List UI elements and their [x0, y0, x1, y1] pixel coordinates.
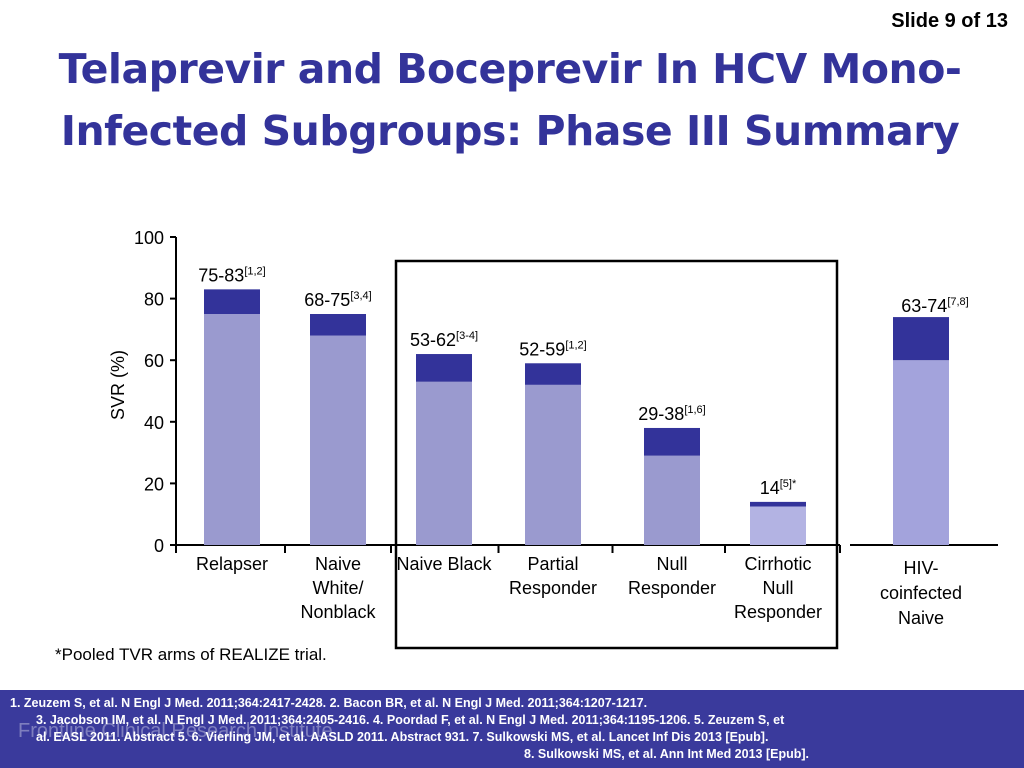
- svr-bar-chart: 0 20 40 60 80 100 SVR (%) 75-83[1,2] Relapser 68-…: [108, 228, 998, 650]
- slide-title-line-2: Infected Subgroups: Phase III Summary: [60, 107, 960, 155]
- bar-low-2: [416, 381, 472, 545]
- x-tick-label-5: Cirrhotic: [744, 554, 811, 574]
- bar-low-hiv: [893, 360, 949, 545]
- slide-title: Telaprevir and Boceprevir In HCV Mono- I…: [40, 38, 980, 162]
- bar-low-5: [750, 506, 806, 545]
- data-label-5: 14[5]*: [760, 478, 797, 498]
- institute-watermark: Frontline Clinical Research Institute: [18, 720, 333, 742]
- y-tick-label: 80: [144, 290, 164, 310]
- x-tick-label-1: White/: [312, 578, 363, 598]
- x-tick-label-5: Null: [762, 578, 793, 598]
- bar-low-0: [204, 314, 260, 545]
- y-tick-label: 40: [144, 413, 164, 433]
- y-tick-label: 100: [134, 228, 164, 248]
- reference-line-1: 1. Zeuzem S, et al. N Engl J Med. 2011;3…: [10, 696, 648, 710]
- bar-high-2: [416, 354, 472, 382]
- bar-low-4: [644, 455, 700, 545]
- data-label-1: 68-75[3,4]: [304, 290, 371, 310]
- chart-footnote: *Pooled TVR arms of REALIZE trial.: [55, 645, 327, 664]
- data-label-0: 75-83[1,2]: [198, 265, 265, 285]
- data-label-hiv: 63-74[7,8]: [901, 296, 968, 316]
- x-tick-label-0: Relapser: [196, 554, 268, 574]
- bar-low-1: [310, 335, 366, 545]
- data-label-2: 53-62[3-4]: [410, 330, 478, 350]
- slide-title-line-1: Telaprevir and Boceprevir In HCV Mono-: [58, 45, 962, 93]
- x-tick-label-5: Responder: [734, 602, 822, 622]
- x-tick-label-hiv: HIV-: [903, 558, 938, 578]
- bar-low-3: [525, 384, 581, 545]
- bar-high-4: [644, 427, 700, 456]
- reference-line-2: 3. Jacobson IM, et al. N Engl J Med. 201…: [36, 713, 785, 727]
- bar-high-3: [525, 363, 581, 385]
- data-label-3: 52-59[1,2]: [519, 339, 586, 359]
- bar-high-1: [310, 314, 366, 336]
- x-tick-label-hiv: Naive: [898, 608, 944, 628]
- slide-counter: Slide 9 of 13: [891, 10, 1008, 32]
- y-tick-label: 0: [154, 536, 164, 556]
- reference-line-3: al. EASL 2011. Abstract 5. 6. Vierling J…: [36, 730, 769, 744]
- x-tick-label-3: Responder: [509, 578, 597, 598]
- highlight-box: [394, 259, 839, 650]
- x-tick-label-4: Responder: [628, 578, 716, 598]
- y-tick-label: 60: [144, 351, 164, 371]
- references-bar: Frontline Clinical Research Institute 1.…: [0, 690, 1024, 768]
- x-tick-label-2: Naive Black: [396, 554, 492, 574]
- y-axis-label: SVR (%): [108, 350, 128, 420]
- x-tick-label-4: Null: [656, 554, 687, 574]
- x-tick-label-hiv: coinfected: [880, 583, 962, 603]
- x-tick-label-1: Naive: [315, 554, 361, 574]
- x-tick-label-1: Nonblack: [300, 602, 376, 622]
- data-label-4: 29-38[1,6]: [638, 404, 705, 424]
- bar-high-5: [750, 501, 806, 507]
- y-tick-label: 20: [144, 474, 164, 494]
- bar-high-0: [204, 289, 260, 314]
- x-tick-label-3: Partial: [527, 554, 578, 574]
- reference-line-4: 8. Sulkowski MS, et al. Ann Int Med 2013…: [524, 747, 810, 761]
- bar-high-hiv: [893, 317, 949, 361]
